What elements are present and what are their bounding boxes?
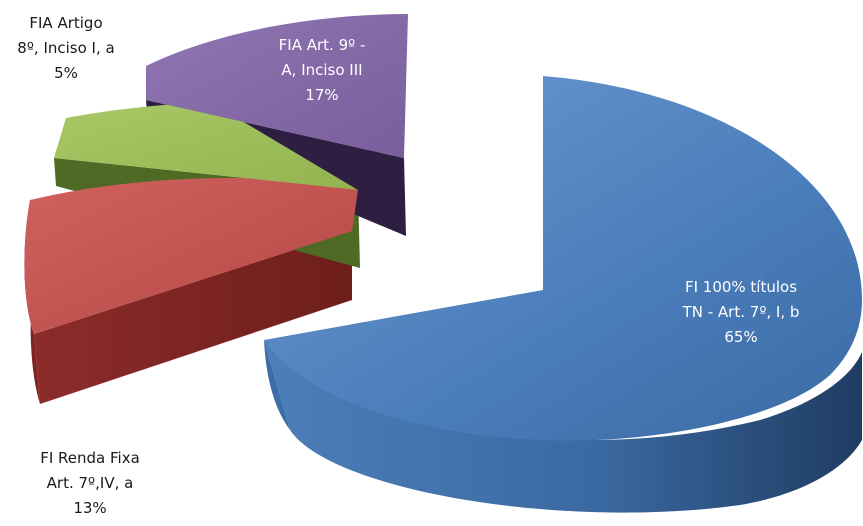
- label-fia-art-9-line-3: 17%: [305, 86, 338, 104]
- label-fi-renda-fixa-line-1: FI Renda Fixa: [40, 449, 140, 467]
- slice-green-top: [54, 102, 358, 190]
- label-fia-artigo-8-line-3: 5%: [54, 64, 78, 82]
- label-fi-renda-fixa-line-3: 13%: [73, 499, 106, 517]
- slice-blue-front-side: [264, 340, 862, 513]
- label-fia-artigo-8-line-2: 8º, Inciso I, a: [17, 39, 114, 57]
- label-fi-100-titulos: FI 100% títulos TN - Art. 7º, I, b 65%: [682, 278, 800, 346]
- label-fia-artigo-8: FIA Artigo 8º, Inciso I, a 5%: [17, 14, 114, 82]
- label-fi-100-titulos-line-3: 65%: [724, 328, 757, 346]
- slice-red-front-side: [34, 231, 352, 404]
- slice-red-top: [24, 178, 358, 334]
- label-fi-100-titulos-line-2: TN - Art. 7º, I, b: [682, 303, 800, 321]
- slice-blue-top: [264, 76, 862, 441]
- label-fi-renda-fixa-line-2: Art. 7º,IV, a: [47, 474, 134, 492]
- slice-purple-top: [146, 14, 408, 158]
- label-fia-artigo-8-line-1: FIA Artigo: [29, 14, 102, 32]
- label-fi-renda-fixa: FI Renda Fixa Art. 7º,IV, a 13%: [40, 449, 140, 517]
- label-fia-art-9-line-1: FIA Art. 9º -: [279, 36, 366, 54]
- label-fia-art-9-line-2: A, Inciso III: [281, 61, 362, 79]
- slice-blue-left-side: [264, 340, 290, 430]
- label-fi-100-titulos-line-1: FI 100% títulos: [685, 278, 797, 296]
- label-fia-art-9: FIA Art. 9º - A, Inciso III 17%: [279, 36, 366, 104]
